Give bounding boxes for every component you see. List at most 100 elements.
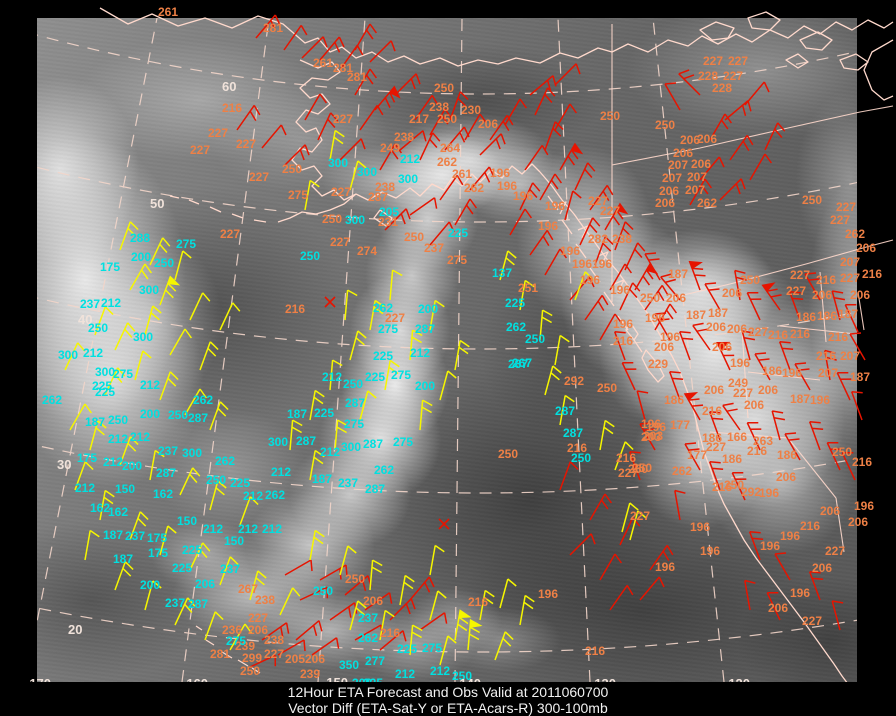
wind-barb — [159, 525, 177, 556]
station-label: 267 — [512, 356, 532, 370]
station-label: 212 — [400, 152, 420, 166]
wind-barb — [504, 98, 528, 126]
station-label: 262 — [373, 301, 393, 315]
station-label: 186 — [777, 448, 797, 462]
wind-barb — [559, 461, 579, 491]
station-label: 212 — [140, 378, 160, 392]
wind-barb — [594, 236, 614, 266]
station-label: 300 — [328, 156, 348, 170]
wind-barb — [574, 271, 594, 301]
station-label: 227 — [723, 69, 743, 83]
wind-barb — [639, 576, 665, 601]
station-label: 237 — [125, 529, 145, 543]
wind-barb — [394, 73, 421, 96]
wind-barb — [349, 330, 367, 361]
station-label: 250 — [597, 381, 617, 395]
station-label: 227 — [618, 466, 638, 480]
station-label: 216 — [768, 328, 788, 342]
wind-barb — [609, 584, 634, 611]
station-label: 262 — [42, 393, 62, 407]
station-label: 225 — [230, 476, 250, 490]
coastlines — [99, 7, 894, 685]
wind-barb — [369, 299, 385, 331]
station-label: 207 — [668, 158, 688, 172]
wind-barb — [439, 174, 464, 201]
wind-barb — [464, 113, 488, 141]
station-label: 206 — [673, 146, 693, 160]
station-label: 237 — [424, 241, 444, 255]
wind-barb — [64, 342, 86, 371]
wind-barb — [539, 309, 553, 341]
station-label: 206 — [722, 286, 742, 300]
wind-barb — [689, 178, 713, 206]
wind-barb — [844, 303, 859, 333]
station-label: 250 — [154, 256, 174, 270]
station-label: 196 — [545, 199, 565, 213]
wind-barb — [604, 202, 629, 231]
wind-barb — [454, 198, 478, 226]
station-label: 200 — [131, 250, 151, 264]
wind-barb — [722, 402, 741, 431]
station-label: 227 — [220, 227, 240, 241]
wind-barb — [204, 611, 224, 641]
wind-barb — [850, 391, 863, 421]
station-label: 262 — [506, 320, 526, 334]
station-label: 227 — [706, 440, 726, 454]
station-label: 261 — [158, 5, 178, 19]
station-label: 250 — [206, 473, 226, 487]
wind-barb — [174, 597, 196, 626]
station-label: 196 — [645, 311, 665, 325]
station-label: 206 — [812, 288, 832, 302]
wind-barb — [564, 190, 582, 221]
wind-barb — [94, 306, 114, 336]
wind-barb — [384, 359, 400, 391]
wind-barb — [621, 361, 637, 391]
wind-barb — [774, 552, 791, 581]
station-label: 196 — [497, 179, 517, 193]
station-label: 216 — [613, 334, 633, 348]
station-label: 300 — [268, 435, 288, 449]
station-label: 186 — [796, 310, 816, 324]
wind-barb — [184, 388, 208, 416]
wind-barb — [419, 132, 441, 161]
station-label: 287 — [363, 437, 383, 451]
station-label: 216 — [585, 644, 605, 658]
wind-barb — [334, 419, 348, 451]
station-label: 250 — [452, 669, 472, 683]
station-label: 228 — [698, 69, 718, 83]
station-label: 262 — [215, 454, 235, 468]
station-label: 251 — [518, 281, 538, 295]
station-label: 288 — [130, 231, 150, 245]
station-label: 186 — [762, 364, 782, 378]
station-label: 225 — [373, 349, 393, 363]
wind-barb — [554, 103, 578, 131]
station-label: 238 — [394, 130, 414, 144]
station-label: 196 — [700, 544, 720, 558]
wind-barb — [748, 531, 764, 561]
wind-barb — [678, 331, 694, 361]
station-label: 299 — [242, 651, 262, 665]
station-label: 274 — [357, 244, 377, 258]
station-label: 212 — [108, 432, 128, 446]
latitude-label: 50 — [150, 196, 164, 211]
station-label: 206 — [659, 184, 679, 198]
station-label: 187 — [668, 267, 688, 281]
wind-barb — [114, 322, 136, 351]
wind-barb — [317, 112, 339, 141]
wind-barb — [364, 592, 393, 611]
wind-barb — [289, 419, 303, 451]
wind-barb — [499, 578, 517, 609]
wind-barb — [699, 156, 725, 181]
wind-barb — [209, 480, 227, 511]
station-label: 206 — [195, 577, 215, 591]
station-label: 206 — [691, 157, 711, 171]
wind-barb — [494, 631, 514, 661]
station-label: 196 — [646, 420, 666, 434]
station-label: 206 — [727, 322, 747, 336]
wind-barb — [369, 559, 383, 591]
station-label: 238 — [255, 593, 275, 607]
wind-barb — [554, 63, 581, 86]
station-label: 238 — [264, 633, 284, 647]
wind-barb — [284, 559, 313, 576]
